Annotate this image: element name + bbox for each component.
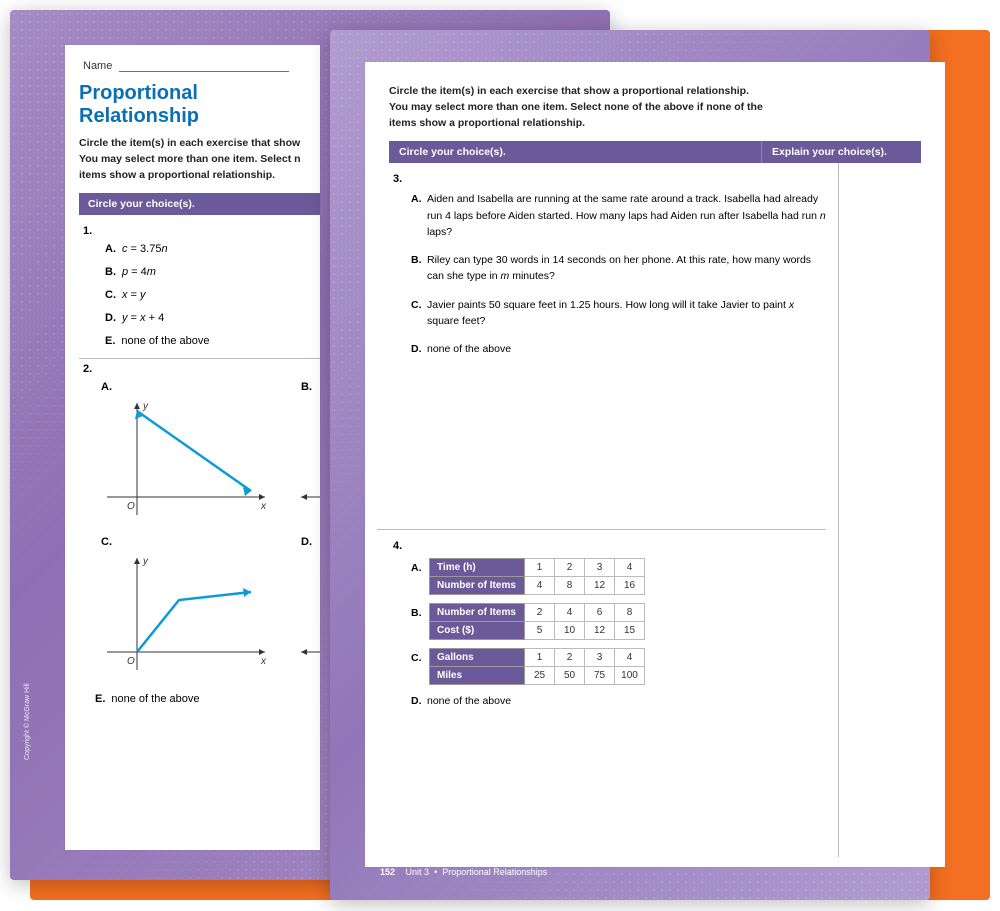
table-header-p1: Circle your choice(s). [79,193,320,215]
footer-unit: Unit 3 [406,867,430,877]
q2-number: 2. [83,363,320,375]
q2-graph-c: C. x y O [101,536,271,687]
explain-column [839,163,921,857]
q2-opt-e: E.none of the above [95,693,320,705]
footer-title: Proportional Relationships [442,867,547,877]
svg-text:O: O [127,656,135,667]
q2-graph-a: A. x y O [101,381,271,532]
svg-text:x: x [260,501,267,512]
svg-text:y: y [142,556,149,567]
svg-text:x: x [260,656,267,667]
q3-number: 3. [393,173,826,185]
q3-opt-c: C.Javier paints 50 square feet in 1.25 h… [411,297,826,330]
divider-1 [79,358,320,359]
q1-opt-b: B.p = 4m [105,266,320,278]
left-column: 3. A.Aiden and Isabella are running at t… [389,163,839,857]
q4-number: 4. [393,540,826,552]
q3-opt-b: B.Riley can type 30 words in 14 seconds … [411,252,826,285]
q1-opt-c: C.x = y [105,289,320,301]
q1-opt-d: D.y = x + 4 [105,312,320,324]
copyright-back: Copyright © McGraw Hill [24,683,31,760]
q2-graph-b: B. [301,381,320,532]
worksheet-page-1: Name Proportional Relationship Circle th… [65,45,320,850]
name-label: Name [83,60,112,72]
instructions-p1: Circle the item(s) in each exercise that… [79,136,320,183]
q1-number: 1. [83,225,320,237]
q4-table-b: B. Number of Items2468 Cost ($)5101215 [411,603,826,640]
svg-text:O: O [127,501,135,512]
header-right: Explain your choice(s). [761,141,921,163]
q1-opt-e: E.none of the above [105,335,320,347]
name-field: Name [79,60,320,72]
header-left: Circle your choice(s). [389,141,761,163]
q3-opt-a: A.Aiden and Isabella are running at the … [411,191,826,240]
page-footer: 152 Unit 3 • Proportional Relationships [380,867,547,877]
q4-table-c: C. Gallons1234 Miles255075100 [411,648,826,685]
q4-table-a: A. Time (h)1234 Number of Items481216 [411,558,826,595]
q4-opt-d: D.none of the above [411,693,826,709]
q2-graph-d: D. [301,536,320,687]
worksheet-page-2: Circle the item(s) in each exercise that… [365,62,945,867]
graph-a-svg: x y O [101,397,271,527]
page-number: 152 [380,867,395,877]
q3-opt-d: D.none of the above [411,341,826,357]
q1-opt-a: A.c = 3.75n [105,243,320,255]
svg-text:y: y [142,401,149,412]
copyright-front: Copyright © McGraw Hill [928,780,942,838]
graph-c-svg: x y O [101,552,271,682]
table-header-p2: Circle your choice(s). Explain your choi… [389,141,921,163]
page-title: Proportional Relationship [79,82,320,128]
instructions-p2: Circle the item(s) in each exercise that… [389,84,921,131]
divider-2 [377,529,826,530]
name-underline [119,71,289,72]
